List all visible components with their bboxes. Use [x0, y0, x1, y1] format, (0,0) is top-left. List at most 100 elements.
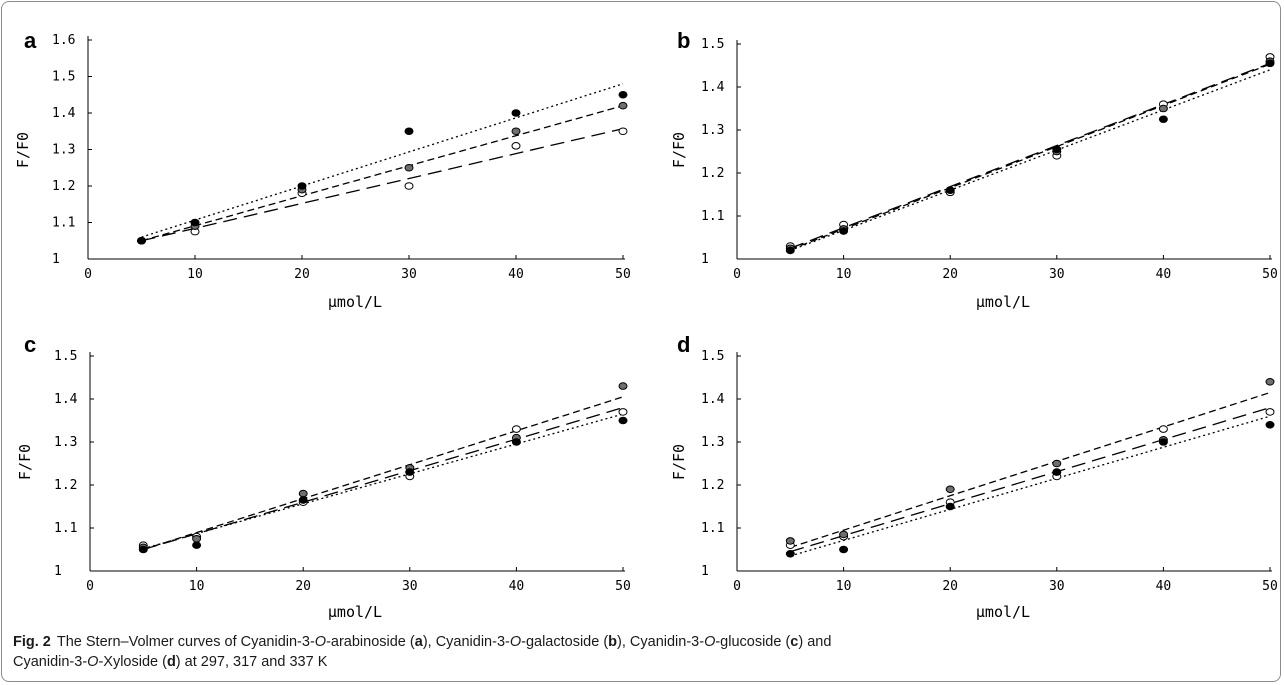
data-point-black: [618, 416, 628, 425]
y-tick-label: 1.4: [701, 80, 725, 95]
caption-segment: O: [314, 634, 327, 650]
y-tick-label: 1.4: [701, 392, 725, 407]
data-point-gray: [839, 530, 849, 539]
caption-segment: O: [87, 654, 99, 670]
y-tick-label: 1.6: [52, 33, 75, 48]
panel-letter-b: b: [677, 28, 690, 53]
x-axis-label: μmol/L: [976, 293, 1030, 311]
x-tick-label: 0: [84, 267, 92, 282]
data-point-gray: [1158, 104, 1168, 113]
data-point-open: [618, 127, 628, 136]
caption-segment: c: [790, 634, 799, 650]
data-point-black: [839, 545, 849, 554]
caption-segment: Cyanidin-3-: [13, 654, 88, 670]
data-point-gray: [785, 537, 795, 545]
data-point-gray: [1052, 459, 1062, 468]
x-tick-label: 30: [402, 579, 418, 594]
data-point-black: [945, 186, 955, 194]
data-point-black: [190, 218, 200, 227]
fit-line-dotted: [790, 415, 1271, 557]
y-axis-label: F/F0: [14, 132, 32, 168]
data-point-black: [1052, 145, 1062, 154]
y-tick-label: 1.1: [52, 216, 75, 231]
y-tick-label: 1: [54, 564, 62, 579]
fit-line-long-dash: [790, 406, 1271, 553]
caption-segment: O: [704, 634, 716, 650]
data-point-black: [137, 236, 146, 245]
data-point-gray: [404, 163, 414, 172]
data-point-black: [511, 438, 521, 446]
caption-text: The Stern–Volmer curves of Cyanidin-3-O-…: [13, 634, 831, 670]
data-point-gray: [1265, 378, 1275, 386]
x-tick-label: 0: [86, 579, 94, 594]
y-tick-label: 1.2: [701, 166, 724, 181]
caption-segment: b: [608, 634, 618, 650]
data-point-open: [404, 182, 414, 190]
figure-number: Fig. 2: [13, 634, 51, 650]
data-point-black: [1052, 468, 1062, 476]
y-tick-label: 1.2: [54, 478, 77, 493]
y-tick-label: 1.4: [52, 106, 76, 121]
data-point-open: [618, 408, 628, 416]
y-tick-label: 1.2: [701, 478, 724, 493]
y-axis-label: F/F0: [16, 444, 34, 480]
x-axis-label: μmol/L: [976, 603, 1030, 621]
fit-line-long-dash: [141, 128, 624, 242]
y-tick-label: 1.3: [54, 435, 77, 450]
data-point-black: [839, 227, 849, 235]
fit-line-dotted: [143, 413, 624, 550]
x-tick-label: 30: [401, 267, 417, 282]
x-tick-label: 30: [1049, 579, 1065, 594]
x-tick-label: 20: [942, 579, 958, 594]
panel-letter-a: a: [24, 28, 37, 53]
x-tick-label: 40: [1156, 579, 1172, 594]
y-tick-label: 1.3: [701, 123, 724, 138]
caption-segment: The Stern–Volmer curves of Cyanidin-3-: [56, 634, 315, 650]
figure-caption: Fig. 2 The Stern–Volmer curves of Cyanidi…: [13, 632, 1213, 672]
data-point-black: [1265, 59, 1275, 68]
caption-segment: -galactoside (: [521, 634, 609, 650]
x-tick-label: 10: [187, 267, 203, 282]
y-tick-label: 1.5: [54, 349, 77, 364]
data-point-black: [1158, 115, 1168, 124]
data-point-black: [405, 468, 415, 476]
x-tick-label: 20: [294, 267, 310, 282]
y-tick-label: 1: [701, 252, 709, 267]
data-point-gray: [511, 127, 521, 136]
panel-letter-d: d: [677, 332, 690, 357]
caption-segment: ), Cyanidin-3-: [422, 634, 510, 650]
x-tick-label: 40: [509, 579, 525, 594]
data-point-gray: [298, 489, 308, 498]
fit-line-dotted: [790, 69, 1271, 252]
data-point-black: [618, 90, 628, 99]
caption-segment: -arabinoside (: [326, 634, 415, 650]
caption-segment: -Xyloside (: [98, 654, 167, 670]
x-tick-label: 50: [615, 267, 631, 282]
x-tick-label: 50: [1262, 579, 1278, 594]
data-point-gray: [618, 382, 628, 390]
x-tick-label: 0: [733, 579, 741, 594]
fit-line-dash: [143, 396, 624, 551]
data-point-black: [138, 545, 148, 554]
x-tick-label: 20: [942, 267, 958, 282]
y-tick-label: 1.5: [701, 37, 724, 52]
data-point-black: [298, 496, 308, 504]
data-point-gray: [618, 101, 628, 110]
data-point-black: [945, 502, 955, 511]
caption-segment: ) and: [798, 634, 832, 650]
y-tick-label: 1.3: [701, 435, 724, 450]
y-tick-label: 1.3: [52, 143, 75, 158]
data-point-black: [192, 541, 202, 550]
x-tick-label: 0: [733, 267, 741, 282]
data-point-open: [511, 425, 521, 433]
y-tick-label: 1: [701, 564, 709, 579]
fit-line-dash: [790, 391, 1271, 548]
x-tick-label: 10: [836, 267, 852, 282]
panel-letter-c: c: [24, 332, 36, 357]
data-point-black: [785, 246, 795, 255]
caption-segment: -glucoside (: [715, 634, 791, 650]
x-tick-label: 20: [295, 579, 311, 594]
fit-line-dotted: [141, 83, 624, 238]
data-point-black: [404, 127, 414, 136]
x-tick-label: 40: [508, 267, 524, 282]
